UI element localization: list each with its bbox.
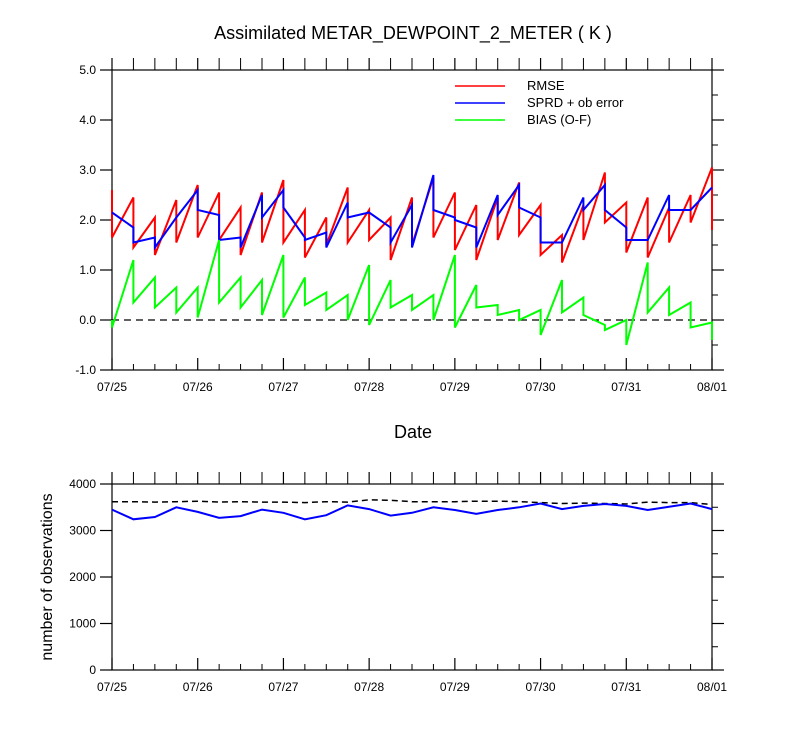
top-y-tick-label: 2.0 <box>79 213 96 227</box>
top-x-tick-label: 08/01 <box>697 380 727 394</box>
legend-label-rmse: RMSE <box>527 78 565 93</box>
bottom-x-tick-label: 07/31 <box>611 680 641 694</box>
bottom-x-tick-label: 07/28 <box>354 680 384 694</box>
bottom-series-1-line <box>111 502 713 521</box>
bottom-x-tick-label: 07/29 <box>440 680 470 694</box>
bottom-y-tick-label: 1000 <box>69 617 96 631</box>
bottom-y-axis-label: number of observations <box>39 493 56 660</box>
top-x-tick-label: 07/27 <box>268 380 298 394</box>
bottom-plot-panel: 07/25 07/26 07/27 07/28 07/29 07/30 07/31 08/01… <box>69 472 727 694</box>
legend-label-bias-o-f: BIAS (O-F) <box>527 112 591 127</box>
top-x-tick-label: 07/31 <box>611 380 641 394</box>
top-sprd-ob-error-line <box>111 174 713 251</box>
bottom-x-tick-label: 08/01 <box>697 680 727 694</box>
top-plot-panel: 07/25 07/26 07/27 07/28 07/29 07/30 07/31 08/01… <box>75 58 727 394</box>
top-x-tick-label: 07/25 <box>97 380 127 394</box>
top-x-tick-label: 07/29 <box>440 380 470 394</box>
bottom-y-tick-label: 0 <box>89 663 96 677</box>
top-y-tick-label: 1.0 <box>79 263 96 277</box>
bottom-x-tick-label: 07/30 <box>526 680 556 694</box>
top-x-tick-label: 07/30 <box>526 380 556 394</box>
chart-title: Assimilated METAR_DEWPOINT_2_METER ( K ) <box>214 23 612 44</box>
top-y-tick-label: 0.0 <box>79 313 96 327</box>
bottom-x-tick-label: 07/26 <box>183 680 213 694</box>
top-y-tick-label: -1.0 <box>75 363 96 377</box>
top-x-tick-label: 07/28 <box>354 380 384 394</box>
top-y-tick-label: 4.0 <box>79 113 96 127</box>
top-y-tick-label: 3.0 <box>79 163 96 177</box>
legend-label-sprd-ob-error: SPRD + ob error <box>527 95 624 110</box>
top-x-tick-label: 07/26 <box>183 380 213 394</box>
bottom-y-tick-label: 2000 <box>69 570 96 584</box>
top-bias-o-f-line <box>111 239 713 346</box>
bottom-series-0-line <box>112 499 713 506</box>
top-x-axis-label: Date <box>394 422 432 442</box>
bottom-x-tick-label: 07/25 <box>97 680 127 694</box>
top-y-tick-label: 5.0 <box>79 63 96 77</box>
bottom-x-tick-label: 07/27 <box>268 680 298 694</box>
bottom-y-tick-label: 4000 <box>69 477 96 491</box>
bottom-y-tick-label: 3000 <box>69 524 96 538</box>
